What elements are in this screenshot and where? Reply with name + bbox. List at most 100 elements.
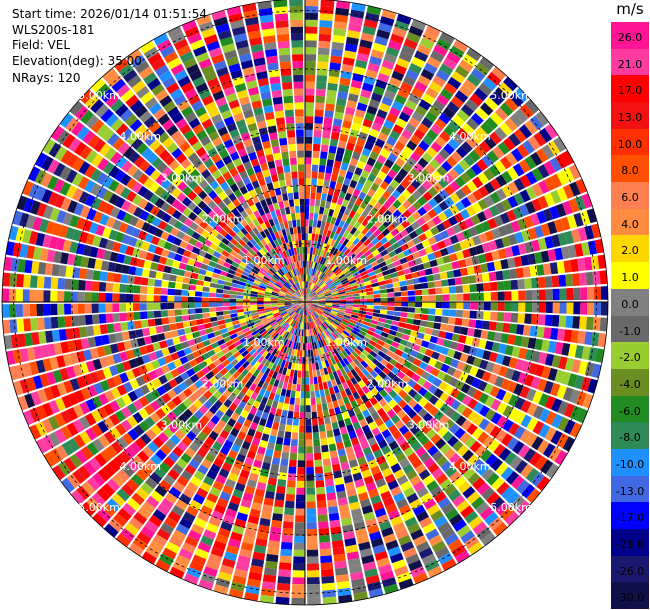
range-gate — [305, 370, 309, 378]
range-gate — [403, 346, 412, 355]
range-gate — [560, 216, 571, 231]
range-gate — [280, 541, 293, 550]
range-gate — [452, 369, 463, 379]
range-gate — [408, 296, 416, 302]
range-gate — [31, 332, 40, 346]
range-gate — [263, 304, 271, 307]
range-gate — [298, 302, 305, 304]
range-gate — [297, 314, 301, 322]
range-gate — [574, 243, 584, 257]
range-gate — [212, 425, 223, 435]
range-gate — [352, 293, 360, 297]
range-gate — [313, 312, 319, 318]
range-gate — [132, 455, 145, 468]
range-gate — [186, 430, 197, 442]
range-gate — [369, 531, 382, 541]
range-gate — [140, 482, 154, 495]
range-gate — [448, 168, 460, 180]
range-gate — [262, 321, 270, 327]
range-gate — [309, 212, 314, 220]
range-gate — [311, 303, 319, 306]
range-gate — [294, 404, 300, 412]
range-gate — [455, 65, 470, 78]
range-gate — [67, 392, 79, 406]
range-gate — [446, 245, 456, 255]
range-gate — [509, 92, 524, 107]
range-gate — [314, 311, 320, 318]
range-gate — [339, 375, 346, 384]
range-gate — [288, 326, 293, 333]
range-gate — [362, 25, 377, 36]
range-gate — [367, 459, 378, 469]
range-gate — [291, 432, 299, 440]
range-gate — [590, 255, 600, 270]
range-gate — [2, 288, 10, 302]
range-gate — [480, 449, 493, 462]
range-gate — [456, 302, 464, 310]
range-gate — [378, 398, 388, 408]
range-gate — [285, 493, 295, 502]
range-gate — [485, 453, 498, 467]
range-gate — [290, 439, 298, 447]
range-gate — [524, 120, 538, 135]
range-gate — [428, 198, 438, 208]
range-gate — [419, 37, 435, 50]
range-gate — [321, 274, 327, 281]
range-gate — [261, 382, 269, 391]
range-gate — [194, 548, 209, 560]
range-gate — [476, 159, 488, 172]
range-gate — [2, 304, 10, 318]
range-gate — [259, 328, 266, 335]
range-gate — [210, 321, 219, 327]
range-gate — [238, 347, 247, 354]
range-gate — [365, 482, 377, 492]
range-gate — [311, 284, 317, 291]
range-gate — [432, 215, 442, 226]
range-gate — [230, 313, 238, 318]
range-gate — [270, 296, 278, 300]
range-gate — [116, 342, 126, 352]
range-gate — [298, 302, 305, 305]
range-gate — [441, 316, 449, 324]
range-gate — [222, 306, 230, 311]
range-gate — [319, 20, 333, 28]
range-gate — [145, 459, 158, 471]
range-gate — [482, 208, 494, 220]
range-gate — [361, 209, 370, 218]
range-gate — [344, 387, 352, 397]
range-gate — [309, 254, 313, 262]
range-gate — [513, 256, 523, 268]
range-gate — [270, 321, 278, 327]
range-gate — [544, 427, 557, 442]
range-gate — [292, 334, 297, 342]
range-gate — [341, 517, 353, 527]
range-gate — [330, 174, 338, 182]
range-gate — [81, 481, 96, 496]
range-gate — [480, 330, 489, 340]
range-gate — [370, 494, 382, 505]
range-gate — [430, 485, 443, 498]
range-gate — [305, 240, 308, 247]
range-gate — [333, 232, 339, 241]
range-gate — [284, 300, 292, 302]
range-gate — [321, 323, 327, 330]
range-gate — [387, 214, 397, 223]
range-gate — [495, 353, 505, 365]
range-gate — [572, 316, 581, 329]
range-gate — [190, 425, 201, 436]
range-gate — [388, 389, 398, 399]
range-gate — [524, 349, 534, 361]
range-gate — [305, 19, 318, 27]
range-gate — [460, 209, 470, 220]
range-gate — [263, 302, 271, 305]
range-gate — [213, 390, 223, 400]
range-gate — [567, 214, 578, 229]
range-gate — [256, 424, 265, 433]
range-gate — [328, 271, 334, 278]
range-gate — [351, 350, 359, 358]
range-gate — [427, 186, 438, 198]
range-gate — [404, 273, 413, 280]
range-gate — [534, 364, 545, 377]
range-gate — [256, 346, 264, 354]
range-gate — [446, 366, 456, 376]
